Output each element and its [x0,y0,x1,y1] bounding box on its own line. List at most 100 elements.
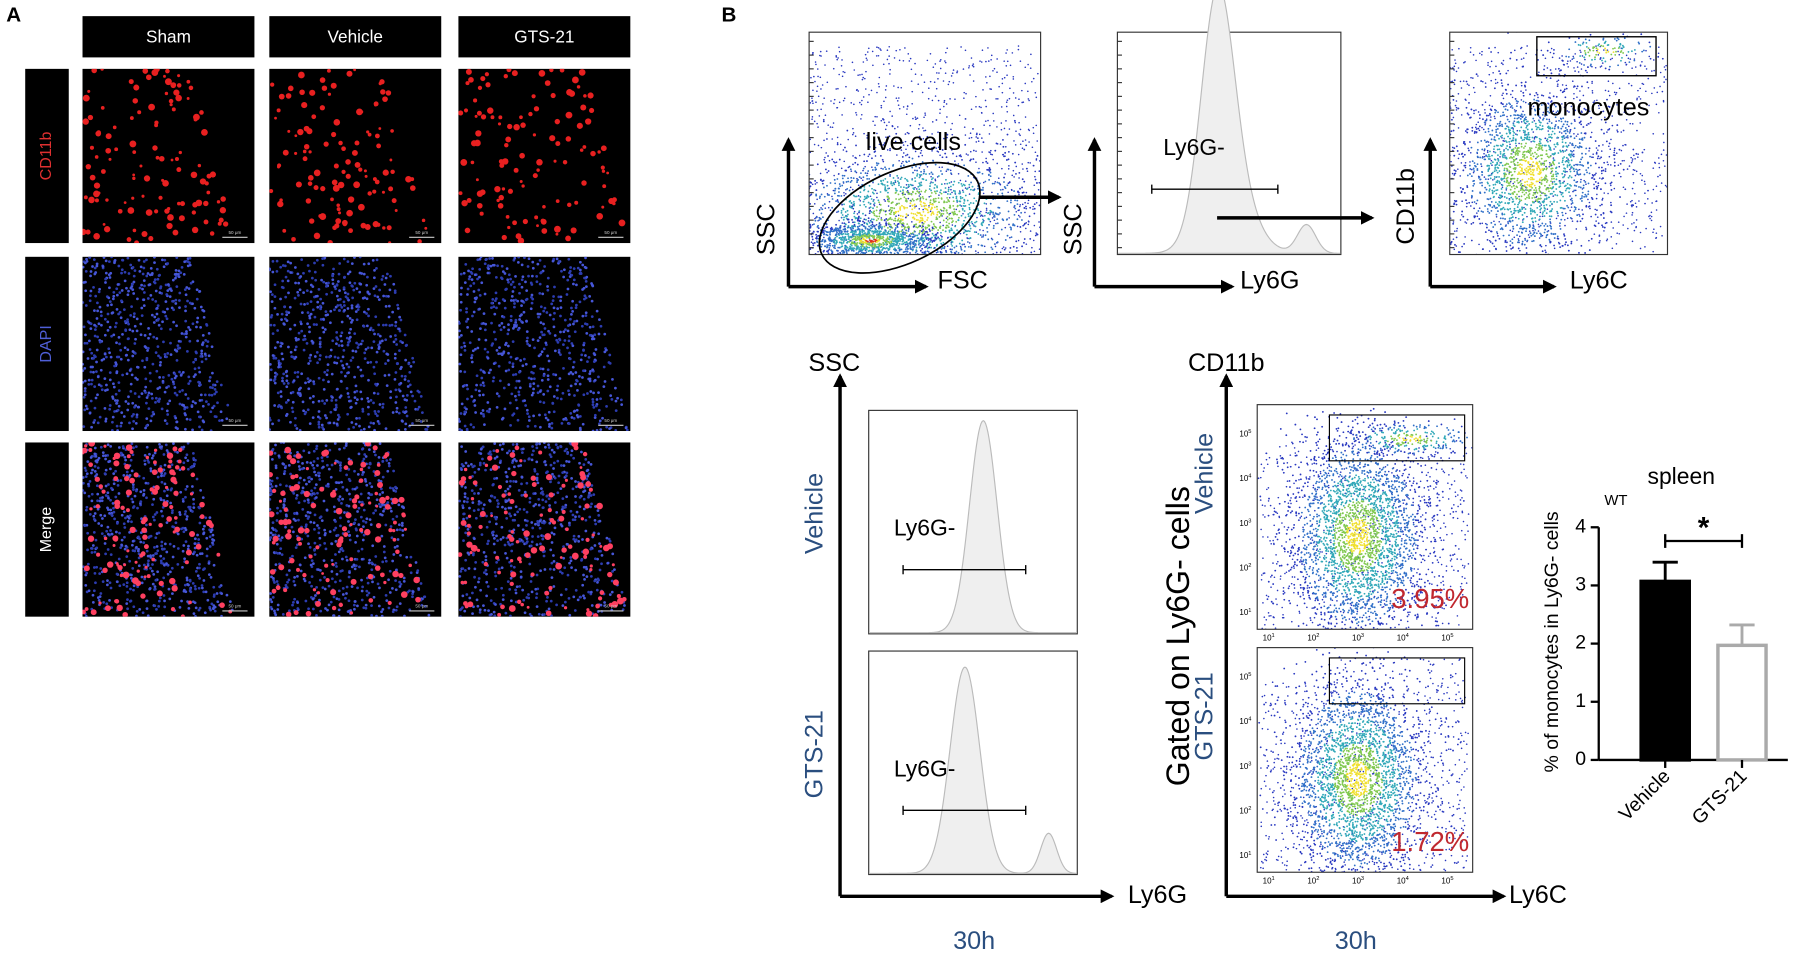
cd11b-cell [349,611,354,615]
nucleus [184,427,187,431]
event [834,165,837,167]
nucleus [343,308,346,312]
nucleus [130,573,133,577]
cd11b-cell [305,198,312,204]
cd11b-cell [180,201,186,207]
cd11b-cell [374,536,382,543]
cd11b-cell [497,612,502,617]
nucleus [188,263,192,267]
cd11b-cell [102,567,108,573]
nucleus [299,322,303,326]
nucleus [144,481,148,485]
nucleus [347,599,351,603]
nucleus [153,281,157,285]
cd11b-cell [290,474,296,480]
nucleus [87,383,91,386]
nucleus [107,347,111,351]
nucleus [465,407,468,411]
nucleus [557,481,561,485]
nucleus [361,585,364,589]
nucleus [460,333,463,337]
nucleus [85,257,88,261]
nucleus [525,408,529,412]
nucleus [193,537,197,541]
cd11b-cell [145,455,150,460]
nucleus [149,469,153,473]
nucleus [274,529,278,533]
nucleus [357,343,361,347]
nucleus [390,536,394,540]
cd11b-cell [272,488,277,494]
nucleus [515,379,519,383]
nucleus [589,505,592,509]
nucleus [467,567,471,570]
nucleus [477,500,481,503]
nucleus [334,561,338,565]
nucleus [115,341,118,345]
nucleus [480,376,484,380]
cd11b-cell [586,608,590,612]
nucleus [158,291,162,294]
cd11b-cell [330,491,337,498]
nucleus [179,490,183,494]
nucleus [146,297,150,300]
nucleus [466,497,470,500]
nucleus [494,337,497,341]
nucleus [271,354,275,357]
nucleus [487,371,491,375]
nucleus [193,462,196,466]
nucleus [590,574,593,578]
nucleus [283,466,287,470]
nucleus [482,503,486,507]
nucleus [460,345,463,349]
nucleus [297,331,301,335]
cd11b-cell [174,465,180,470]
nucleus [146,481,150,485]
nucleus [470,356,473,360]
nucleus [582,507,586,511]
nucleus [314,473,318,477]
nucleus [90,499,94,503]
nucleus [155,312,159,316]
nucleus [608,361,612,365]
cd11b-cell [112,544,116,548]
event [982,234,985,236]
nucleus [98,305,102,309]
plot-area [269,256,430,432]
nucleus [347,575,351,579]
nucleus [162,557,166,560]
nucleus [277,419,281,422]
nucleus [467,464,470,468]
nucleus [166,351,170,355]
nucleus [368,462,372,466]
nucleus [166,413,170,416]
nucleus [138,269,142,273]
nucleus [328,355,331,359]
nucleus [145,607,149,611]
nucleus [460,468,463,471]
nucleus [132,605,136,609]
nucleus [532,449,535,453]
nucleus [307,501,310,504]
nucleus [154,300,158,303]
nucleus [505,475,509,479]
nucleus [94,455,98,458]
cd11b-cell [189,530,196,537]
nucleus [513,465,516,469]
nucleus [149,419,153,423]
nucleus [357,506,361,510]
nucleus [167,385,170,388]
nucleus [104,389,107,392]
event [875,223,878,226]
nucleus [87,589,91,593]
nucleus [534,587,538,591]
nucleus [158,376,162,379]
nucleus [371,580,374,584]
nucleus [149,294,153,297]
nucleus [458,428,462,431]
nucleus [578,382,582,386]
cd11b-cell [588,487,593,492]
nucleus [479,447,483,451]
nucleus [196,574,200,578]
nucleus [116,429,119,432]
